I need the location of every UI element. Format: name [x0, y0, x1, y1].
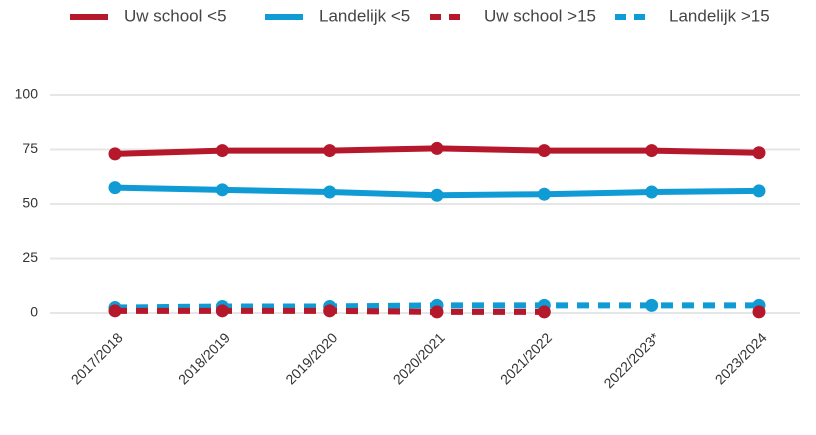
data-point	[752, 184, 766, 198]
x-tick-label: 2017/2018	[68, 329, 126, 387]
x-tick-label: 2018/2019	[175, 329, 233, 387]
x-tick-label: 2022/2023*	[600, 329, 662, 391]
data-point	[215, 183, 229, 197]
data-point	[430, 141, 444, 155]
data-point	[323, 144, 337, 158]
data-point	[430, 305, 444, 319]
legend: Uw school <5 Landelijk <5 Uw school >15 Lan…	[70, 6, 770, 25]
y-tick-label: 75	[22, 140, 38, 156]
x-tick-label: 2021/2022	[497, 329, 555, 387]
data-point	[108, 181, 122, 195]
data-point	[645, 185, 659, 199]
data-point	[323, 304, 337, 318]
x-tick-label: 2020/2021	[390, 329, 448, 387]
y-tick-label: 25	[22, 249, 38, 265]
data-point	[537, 144, 551, 158]
data-point	[645, 144, 659, 158]
legend-label: Landelijk >15	[669, 6, 770, 25]
data-point	[645, 298, 659, 312]
data-point	[215, 304, 229, 318]
data-point	[752, 305, 766, 319]
data-point	[323, 185, 337, 199]
data-point	[537, 187, 551, 201]
data-point	[215, 144, 229, 158]
data-point	[537, 305, 551, 319]
y-tick-label: 0	[30, 304, 38, 320]
legend-label: Uw school <5	[124, 6, 227, 25]
data-point	[108, 147, 122, 161]
legend-label: Landelijk <5	[319, 6, 410, 25]
y-tick-label: 100	[15, 86, 39, 102]
y-tick-label: 50	[22, 195, 38, 211]
x-tick-label: 2023/2024	[712, 329, 770, 387]
legend-label: Uw school >15	[484, 6, 596, 25]
data-point	[108, 304, 122, 318]
data-point	[430, 188, 444, 202]
x-tick-label: 2019/2020	[282, 329, 340, 387]
data-point	[752, 146, 766, 160]
